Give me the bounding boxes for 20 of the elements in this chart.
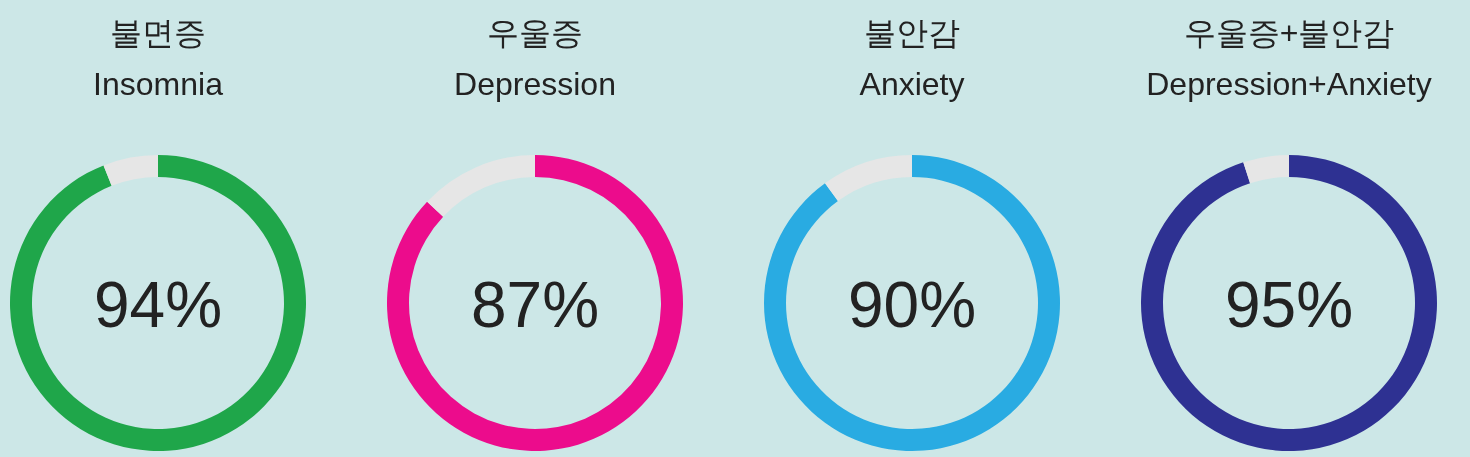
donut-slice	[103, 155, 158, 186]
donut-slice	[764, 155, 1060, 451]
chart-subtitle: Depression+Anxiety	[1146, 66, 1432, 102]
donut-slice	[1141, 155, 1437, 451]
text: 94%	[93, 269, 223, 341]
donut-slice	[387, 155, 683, 451]
donut-slice	[825, 155, 912, 202]
chart-title: 불안감	[864, 15, 960, 51]
chart-subtitle: Anxiety	[859, 66, 965, 102]
donut-slice	[1243, 155, 1289, 184]
text: 87%	[470, 269, 600, 341]
text: 95%	[1224, 269, 1354, 341]
donut-slice	[427, 155, 535, 217]
chart-subtitle: Insomnia	[93, 66, 224, 102]
chart-title: 우울증	[487, 15, 583, 51]
chart-title: 우울증+불안감	[1183, 15, 1395, 51]
donut-slice	[10, 155, 306, 451]
text: 90%	[847, 269, 977, 341]
chart-title: 불면증	[110, 15, 206, 51]
chart-subtitle: Depression	[454, 66, 616, 102]
